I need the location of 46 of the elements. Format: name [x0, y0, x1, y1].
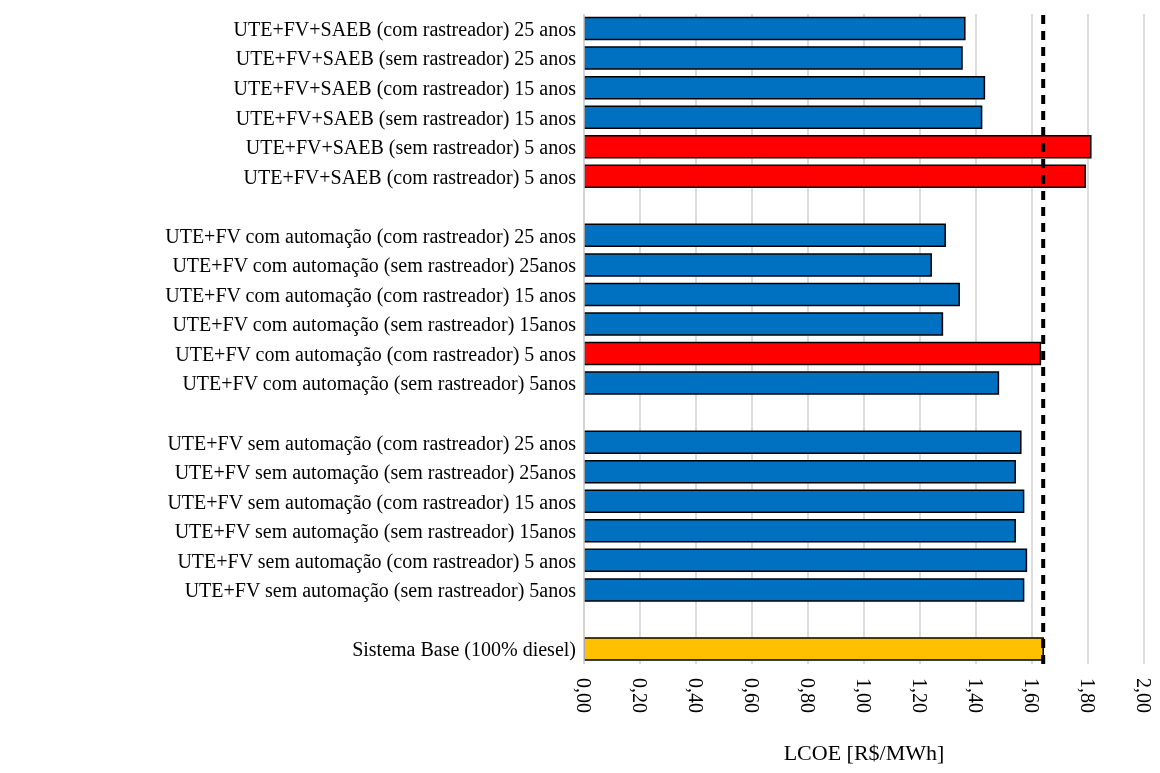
bar [584, 459, 1016, 484]
y-tick-label: UTE+FV+SAEB (com rastreador) 15 anos [233, 76, 577, 100]
y-tick-label: UTE+FV+SAEB (sem rastreador) 25 anos [235, 47, 577, 71]
y-tick-label: UTE+FV+SAEB (sem rastreador) 5 anos [245, 136, 577, 160]
y-tick-label: UTE+FV com automação (com rastreador) 25 anos [165, 224, 577, 248]
bar [584, 16, 966, 41]
bar [584, 548, 1028, 573]
y-tick-label: UTE+FV com automação (sem rastreador) 15anos [172, 313, 577, 337]
y-tick-label: UTE+FV sem automação (com rastreador) 15 anos [167, 490, 577, 514]
y-tick-label: UTE+FV sem automação (com rastreador) 5 anos [177, 549, 577, 573]
y-tick-label: UTE+FV sem automação (sem rastreador) 15anos [174, 520, 577, 544]
bar [584, 489, 1025, 514]
x-tick-label: 0,40 [685, 678, 707, 713]
x-tick-label: 0,80 [797, 678, 819, 713]
x-axis-title: LCOE [R$/MWh] [783, 740, 945, 765]
y-tick-label: UTE+FV sem automação (sem rastreador) 25anos [174, 461, 577, 485]
y-tick-label: UTE+FV+SAEB (com rastreador) 25 anos [233, 17, 577, 41]
y-tick-label: Sistema Base (100% diesel) [352, 638, 576, 662]
bar [584, 578, 1025, 602]
x-tick-label: 1,20 [909, 678, 931, 713]
bar [584, 253, 932, 277]
y-tick-label: UTE+FV+SAEB (com rastreador) 5 anos [243, 165, 577, 189]
x-tick-label: 2,00 [1133, 678, 1155, 713]
bar [584, 105, 983, 129]
bar [584, 312, 944, 336]
y-tick-label: UTE+FV sem automação (sem rastreador) 5anos [184, 579, 577, 603]
x-tick-label: 1,60 [1021, 678, 1043, 713]
y-tick-label: UTE+FV com automação (com rastreador) 5 anos [175, 342, 577, 366]
x-tick-label: 0,00 [573, 678, 595, 713]
bar [584, 75, 986, 100]
y-tick-label: UTE+FV com automação (sem rastreador) 25anos [172, 254, 577, 278]
bar [584, 46, 963, 70]
bar [584, 223, 946, 248]
x-tick-label: 1,40 [965, 678, 987, 713]
y-tick-label: UTE+FV com automação (com rastreador) 15 anos [165, 283, 577, 307]
x-tick-label: 0,60 [741, 678, 763, 713]
x-tick-label: 1,80 [1077, 678, 1099, 713]
bar [584, 371, 1000, 395]
bar [584, 282, 960, 307]
y-tick-label: UTE+FV+SAEB (sem rastreador) 15 anos [235, 106, 577, 130]
y-tick-label: UTE+FV sem automação (com rastreador) 25 anos [167, 431, 577, 455]
x-tick-label: 0,20 [629, 678, 651, 713]
bar [584, 519, 1016, 543]
y-tick-label: UTE+FV com automação (sem rastreador) 5anos [182, 372, 577, 396]
x-tick-label: 1,00 [853, 678, 875, 713]
bar [584, 430, 1022, 454]
